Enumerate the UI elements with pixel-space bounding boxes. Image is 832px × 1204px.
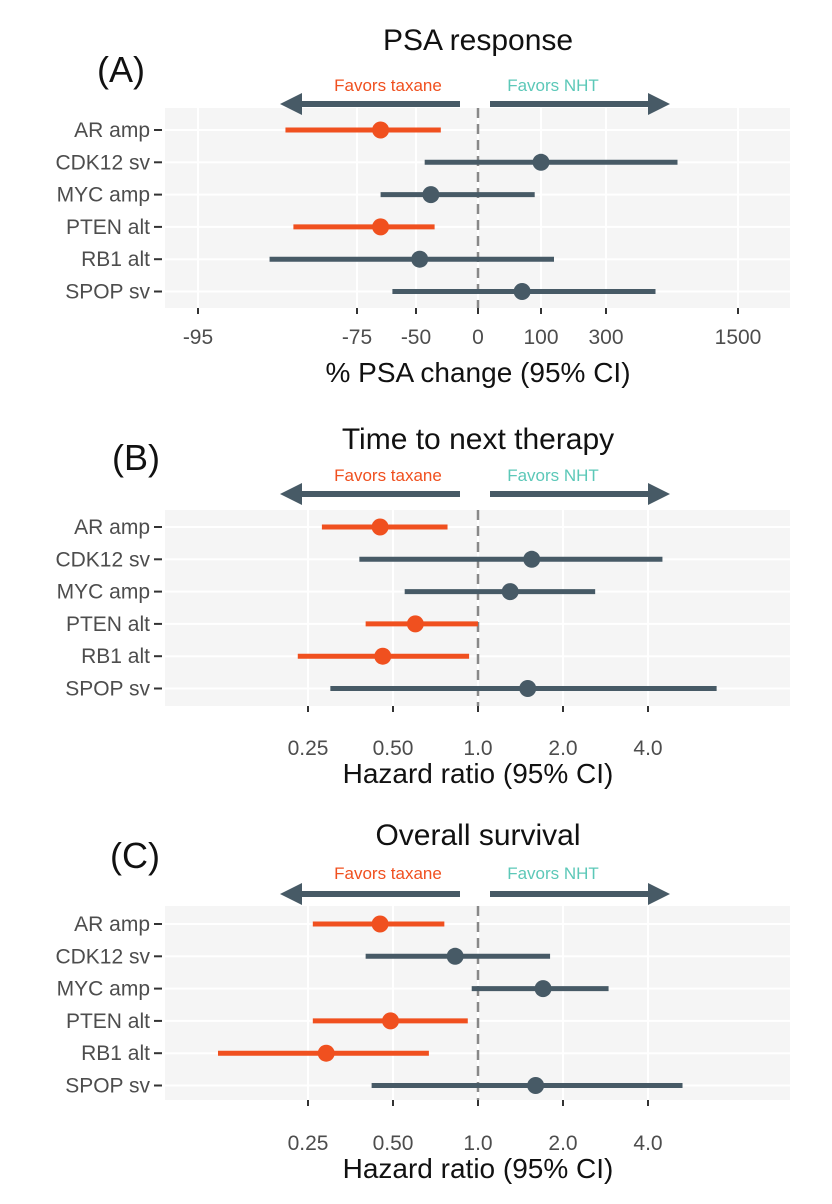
favors-nht-label: Favors NHT <box>507 76 599 95</box>
arrow-left-icon <box>280 483 302 505</box>
arrow-right-icon <box>648 883 670 905</box>
row-label: MYC amp <box>57 184 150 207</box>
chart-title: Overall survival <box>375 819 580 852</box>
point-estimate <box>527 1077 545 1094</box>
point-estimate <box>534 980 552 998</box>
x-tick-label: 2.0 <box>548 1132 577 1155</box>
point-estimate <box>513 283 531 300</box>
point-estimate <box>501 583 519 601</box>
point-estimate <box>372 218 390 236</box>
favors-taxane-label: Favors taxane <box>334 864 442 883</box>
row-label: CDK12 sv <box>55 548 150 571</box>
chart-title: Time to next therapy <box>342 423 614 456</box>
chart-title: PSA response <box>383 24 573 57</box>
x-tick-label: -75 <box>342 326 372 349</box>
arrow-left-icon <box>280 93 302 115</box>
row-label: AR amp <box>74 119 150 142</box>
x-tick-label: -50 <box>401 326 431 349</box>
row-label: SPOP sv <box>65 678 150 701</box>
point-estimate <box>317 1044 335 1062</box>
favors-taxane-label: Favors taxane <box>334 466 442 485</box>
point-estimate <box>406 615 424 633</box>
forest-panel-c: (C) Overall survival Favors taxane Favors N… <box>55 819 790 1184</box>
point-estimate <box>372 121 390 139</box>
row-label: RB1 alt <box>81 645 150 668</box>
x-axis-label: Hazard ratio (95% CI) <box>343 758 614 789</box>
arrow-right-icon <box>648 483 670 505</box>
row-label: RB1 alt <box>81 248 150 271</box>
favors-nht-label: Favors NHT <box>507 466 599 485</box>
x-tick-label: 4.0 <box>633 1132 662 1155</box>
point-estimate <box>523 550 541 568</box>
x-tick-label: 300 <box>588 326 623 349</box>
row-label: MYC amp <box>57 581 150 604</box>
point-estimate <box>371 518 389 536</box>
point-estimate <box>446 947 464 965</box>
panel-letter: (A) <box>97 49 145 90</box>
x-axis-label: % PSA change (95% CI) <box>325 357 630 388</box>
row-label: AR amp <box>74 913 150 936</box>
favors-nht-label: Favors NHT <box>507 864 599 883</box>
row-label: CDK12 sv <box>55 151 150 174</box>
x-axis-label: Hazard ratio (95% CI) <box>343 1153 614 1184</box>
forest-panel-a: (A) PSA response Favors taxane Favors NHT AR… <box>55 24 790 388</box>
row-label: PTEN alt <box>66 613 150 636</box>
arrow-left-icon <box>280 883 302 905</box>
x-tick-label: 0.50 <box>373 737 414 760</box>
row-label: PTEN alt <box>66 216 150 239</box>
row-label: SPOP sv <box>65 1075 150 1098</box>
x-tick-label: 1.0 <box>463 1132 492 1155</box>
x-tick-label: 100 <box>523 326 558 349</box>
point-estimate <box>371 915 389 933</box>
point-estimate <box>374 647 392 665</box>
row-label: RB1 alt <box>81 1042 150 1065</box>
row-label: CDK12 sv <box>55 945 150 968</box>
row-label: AR amp <box>74 516 150 539</box>
panel-letter: (B) <box>112 437 160 478</box>
favors-taxane-label: Favors taxane <box>334 76 442 95</box>
panel-letter: (C) <box>110 835 160 876</box>
x-tick-label: 0.25 <box>288 1132 329 1155</box>
point-estimate <box>382 1012 400 1030</box>
x-tick-label: 0.50 <box>373 1132 414 1155</box>
point-estimate <box>422 186 440 204</box>
point-estimate <box>411 250 429 268</box>
x-tick-label: 0.25 <box>288 737 329 760</box>
point-estimate <box>532 153 550 171</box>
row-label: PTEN alt <box>66 1010 150 1033</box>
x-tick-label: 1.0 <box>463 737 492 760</box>
arrow-right-icon <box>648 93 670 115</box>
row-label: SPOP sv <box>65 281 150 304</box>
x-tick-label: 0 <box>472 326 484 349</box>
x-tick-label: 4.0 <box>633 737 662 760</box>
row-label: MYC amp <box>57 978 150 1001</box>
point-estimate <box>519 680 537 697</box>
x-tick-label: -95 <box>183 326 213 349</box>
forest-panel-b: (B) Time to next therapy Favors taxane Favo… <box>55 423 790 789</box>
x-tick-label: 2.0 <box>548 737 577 760</box>
x-tick-label: 1500 <box>715 326 762 349</box>
